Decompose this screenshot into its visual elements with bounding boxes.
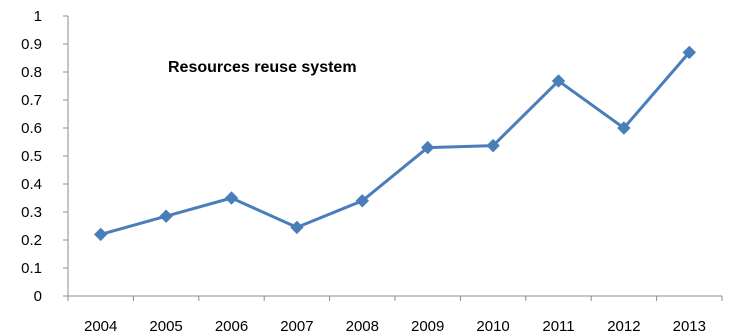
x-tick-label: 2013 [673,318,706,335]
series-layer [93,45,697,242]
y-tick-label: 0.5 [21,148,42,165]
data-point-marker [486,138,500,153]
y-tick-label: 0.8 [21,64,42,81]
y-tick-label: 0.6 [21,120,42,137]
x-tick-label: 2006 [215,318,248,335]
data-point-marker [551,74,566,88]
x-tick-label: 2009 [411,318,444,335]
y-axis-ticks: 0 0.1 0.2 0.3 0.4 0.5 0.6 0.7 0.8 0.9 1 [21,8,68,305]
x-tick-label: 2008 [346,318,379,335]
data-point-marker [420,140,435,155]
data-point-marker [93,227,108,242]
y-tick-label: 0.2 [21,232,42,249]
x-tick-label: 2004 [84,318,117,335]
data-point-marker [355,194,370,208]
axes [67,16,722,297]
data-point-marker [682,45,697,60]
y-tick-label: 0.4 [21,176,42,193]
y-tick-label: 0.1 [21,260,42,277]
x-tick-label: 2007 [280,318,313,335]
data-point-marker [290,220,304,235]
x-axis-ticks: 2004 2005 2006 2007 2008 2009 2010 2011 2012 2013 [67,296,723,335]
chart-title: Resources reuse system [168,59,357,76]
data-point-marker [159,209,173,223]
x-tick-label: 2005 [149,318,182,335]
y-tick-label: 0.7 [21,92,42,109]
x-tick-label: 2012 [607,318,640,335]
y-tick-label: 1 [34,8,42,25]
y-tick-label: 0.9 [21,36,42,53]
y-tick-label: 0 [34,288,42,305]
series-line [99,50,691,236]
x-tick-label: 2010 [476,318,509,335]
y-tick-label: 0.3 [21,204,42,221]
data-point-marker [617,121,631,135]
x-tick-label: 2011 [542,318,574,335]
data-point-marker [224,191,239,205]
